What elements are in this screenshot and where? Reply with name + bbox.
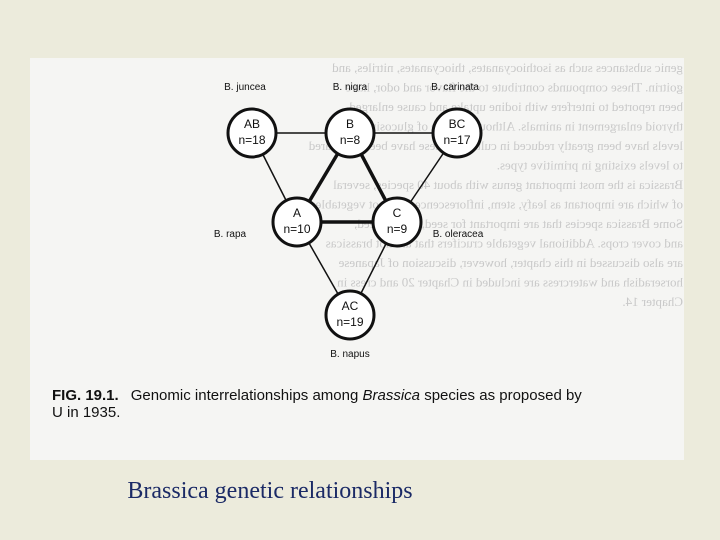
bleed-line: levels have been greatly reduced in cult…: [308, 138, 683, 153]
chromosome-number: n=8: [340, 133, 361, 147]
genome: A: [293, 206, 301, 220]
species-label: B. napus: [330, 349, 369, 360]
species-label: B. carinata: [431, 82, 479, 93]
bleed-line: Brassica is the most important genus wit…: [333, 177, 683, 192]
caption-label: FIG. 19.1.: [52, 387, 119, 404]
caption-italic: Brassica: [363, 387, 421, 404]
species-label: B. rapa: [214, 229, 247, 240]
bleed-line: thyroid enlargement in animals. Although…: [344, 119, 683, 134]
species-label: B. juncea: [224, 82, 266, 93]
chromosome-number: n=10: [283, 222, 310, 236]
chromosome-number: n=18: [238, 133, 265, 147]
bleed-line: Some Brassica species that are important…: [354, 216, 683, 231]
genome: C: [393, 206, 402, 220]
caption: FIG. 19.1. Genomic interrelationships amo…: [52, 387, 582, 404]
chromosome-number: n=17: [443, 133, 470, 147]
bleed-line: horseradish and watercress are included …: [337, 275, 683, 290]
genome: AB: [244, 117, 260, 131]
nodes: AB n=18 B. juncea Bn=8 B. nigra BC n=17 B. cari…: [214, 82, 484, 360]
genome: AC: [342, 299, 359, 313]
genome-node: [431, 107, 483, 159]
bleed-through-text: genic substances such as isothiocyanates…: [307, 60, 683, 309]
bleed-line: to levels existing in primitive types.: [497, 158, 683, 173]
caption-text: species as proposed by: [420, 387, 582, 404]
genome-node: [271, 196, 323, 248]
bleed-line: genic substances such as isothiocyanates…: [332, 60, 683, 75]
caption-text: Genomic interrelationships among: [131, 387, 363, 404]
bleed-line: are also discussed in this chapter, howe…: [338, 255, 683, 270]
genome: BC: [449, 117, 466, 131]
chromosome-number: n=9: [387, 222, 408, 236]
bleed-line: been reported to interfere with iodine u…: [349, 99, 683, 114]
genome-node: [371, 196, 423, 248]
caption-line: U in 1935.: [52, 404, 120, 421]
chromosome-number: n=19: [336, 315, 363, 329]
slide-title: Brassica genetic relationships: [127, 478, 412, 504]
bleed-line: Chapter 14.: [622, 294, 683, 309]
bleed-line: goitrin. These compounds contribute to t…: [345, 80, 683, 95]
genome-node: [324, 107, 376, 159]
genome-node: [324, 289, 376, 341]
species-label: B. oleracea: [433, 229, 484, 240]
bleed-line: of which are important as leafy, stem, i…: [307, 197, 683, 212]
genome-node: [226, 107, 278, 159]
species-label: B. nigra: [333, 82, 368, 93]
genome: B: [346, 117, 354, 131]
